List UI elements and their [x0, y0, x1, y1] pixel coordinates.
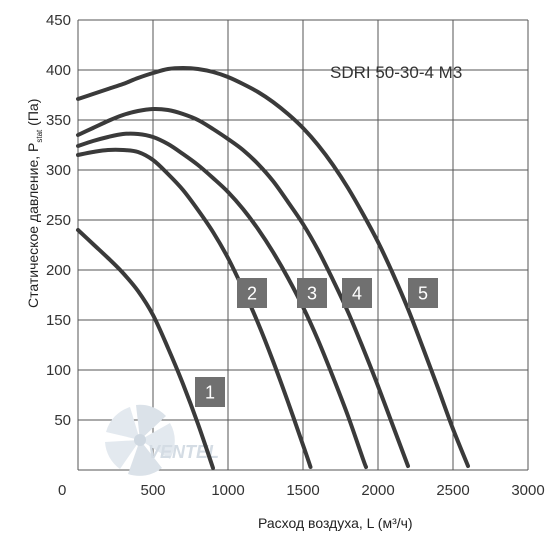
y-tick-label: 350 — [46, 112, 71, 129]
curve-labels: 1 2 3 4 5 — [195, 278, 438, 407]
curve-badge-1 — [195, 377, 225, 407]
x-tick-label: 1000 — [211, 482, 244, 499]
curve-badge-label-1: 1 — [205, 383, 215, 403]
curve-badge-label-2: 2 — [247, 284, 257, 304]
curve-badge-label-5: 5 — [418, 284, 428, 304]
curve-badge-label-3: 3 — [307, 284, 317, 304]
watermark-text: VENTEL — [148, 442, 219, 462]
y-tick-label: 300 — [46, 162, 71, 179]
x-tick-label: 3000 — [511, 482, 544, 499]
x-axis-label: Расход воздуха, L (м³/ч) — [258, 515, 413, 531]
y-tick-label: 450 — [46, 12, 71, 29]
curve-badge-2 — [237, 278, 267, 308]
y-tick-label: 50 — [54, 412, 71, 429]
y-tick-label: 250 — [46, 212, 71, 229]
chart-title: SDRI 50-30-4 M3 — [330, 63, 462, 82]
x-tick-label: 1500 — [286, 482, 319, 499]
tick-labels: 0 500 1000 1500 2000 2500 3000 50 100 150 200 250 30… — [46, 12, 545, 499]
curve-badge-label-4: 4 — [352, 284, 362, 304]
x-tick-label: 0 — [58, 482, 66, 499]
curves — [76, 66, 470, 470]
curve-2 — [76, 147, 313, 469]
fan-blade-icon — [105, 404, 175, 476]
y-tick-label: 100 — [46, 362, 71, 379]
curve-badge-5 — [408, 278, 438, 308]
grid — [77, 19, 529, 471]
y-axis-label: Статическое давление, Pstat (Па) — [25, 99, 44, 308]
curve-1 — [76, 228, 215, 470]
curve-5 — [76, 66, 470, 468]
x-tick-label: 2000 — [361, 482, 394, 499]
y-axis-label-main: Статическое давление, P — [25, 143, 41, 308]
curve-4 — [76, 106, 410, 468]
y-axis-label-sub: stat — [35, 129, 44, 143]
y-axis-label-unit: (Па) — [25, 99, 41, 130]
x-tick-label: 2500 — [436, 482, 469, 499]
curve-3 — [76, 131, 368, 469]
curve-badge-4 — [342, 278, 372, 308]
y-tick-label: 150 — [46, 312, 71, 329]
curve-badge-3 — [297, 278, 327, 308]
y-tick-label: 200 — [46, 262, 71, 279]
y-tick-label: 400 — [46, 62, 71, 79]
ventel-watermark: VENTEL — [105, 404, 219, 476]
x-tick-label: 500 — [140, 482, 165, 499]
